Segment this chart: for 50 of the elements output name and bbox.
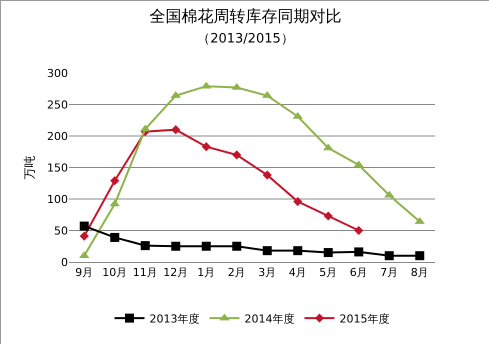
y-tick-label: 50: [54, 224, 68, 238]
x-tick-label: 9月: [75, 266, 94, 280]
point: [324, 248, 333, 258]
point: [232, 82, 242, 90]
point: [323, 143, 334, 150]
point: [293, 196, 302, 206]
y-tick-label: 250: [47, 98, 68, 112]
y-tick-label: 100: [47, 192, 68, 206]
point: [232, 242, 242, 251]
point: [80, 232, 89, 241]
point: [324, 211, 333, 221]
point: [140, 241, 150, 250]
point: [80, 222, 89, 231]
point: [232, 150, 242, 160]
x-tick-label: 3月: [258, 266, 276, 280]
legend-label: 2013年度: [150, 312, 200, 326]
point: [293, 246, 302, 256]
x-tick-label: 4月: [288, 266, 307, 280]
y-tick-label: 0: [61, 256, 68, 269]
point: [354, 160, 364, 168]
x-tick-label: 8月: [410, 266, 429, 280]
point: [171, 125, 180, 134]
point: [415, 251, 424, 260]
y-tick-label: 200: [47, 130, 68, 143]
y-axis-title: 万吨: [22, 156, 36, 180]
x-tick-label: 11月: [132, 266, 158, 280]
x-tick-label: 1月: [197, 266, 216, 280]
point: [354, 226, 364, 236]
y-tick-label: 150: [47, 161, 68, 174]
legend-label: 2015年度: [340, 312, 390, 326]
legend-label: 2014年度: [244, 312, 294, 326]
x-tick-label: 6月: [350, 266, 368, 280]
point: [262, 170, 272, 180]
x-tick-label: 2月: [228, 266, 246, 280]
point: [202, 242, 211, 251]
point: [110, 176, 120, 186]
point: [384, 251, 394, 260]
point: [262, 246, 272, 256]
chart-title: 全国棉花周转库存同期对比: [150, 6, 342, 26]
point: [354, 247, 364, 256]
x-tick-label: 10月: [102, 266, 128, 280]
point: [171, 242, 180, 251]
point: [110, 232, 120, 242]
x-tick-label: 12月: [163, 266, 188, 280]
point: [292, 112, 303, 119]
x-tick-label: 7月: [380, 266, 398, 280]
y-tick-label: 300: [47, 66, 68, 80]
chart-subtitle: （2013/2015）: [197, 31, 294, 46]
x-tick-label: 5月: [319, 266, 338, 280]
point: [202, 142, 211, 152]
